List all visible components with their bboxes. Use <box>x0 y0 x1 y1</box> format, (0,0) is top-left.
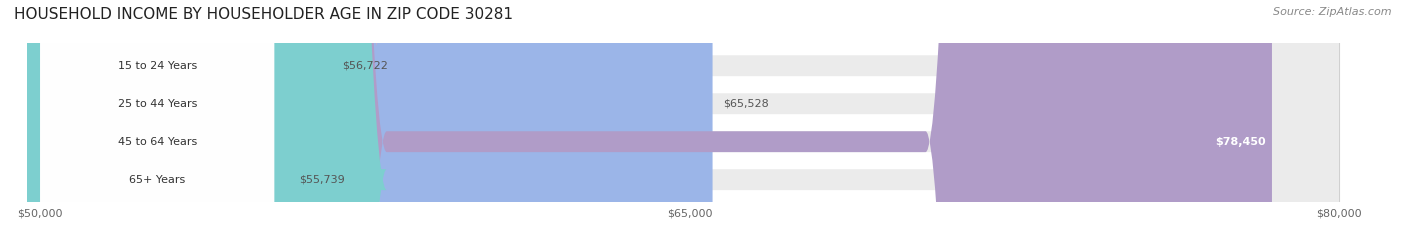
FancyBboxPatch shape <box>41 0 713 233</box>
FancyBboxPatch shape <box>0 0 387 233</box>
FancyBboxPatch shape <box>41 0 274 233</box>
FancyBboxPatch shape <box>41 0 1339 233</box>
FancyBboxPatch shape <box>41 0 1339 233</box>
FancyBboxPatch shape <box>41 0 1339 233</box>
Text: $65,528: $65,528 <box>723 99 769 109</box>
Text: $55,739: $55,739 <box>299 175 344 185</box>
Text: Source: ZipAtlas.com: Source: ZipAtlas.com <box>1274 7 1392 17</box>
Text: 15 to 24 Years: 15 to 24 Years <box>118 61 197 71</box>
Text: $78,450: $78,450 <box>1215 137 1265 147</box>
Text: 45 to 64 Years: 45 to 64 Years <box>118 137 197 147</box>
Text: 25 to 44 Years: 25 to 44 Years <box>118 99 197 109</box>
FancyBboxPatch shape <box>41 0 1339 233</box>
FancyBboxPatch shape <box>41 0 1272 233</box>
Text: $56,722: $56,722 <box>342 61 388 71</box>
FancyBboxPatch shape <box>41 0 274 233</box>
Text: HOUSEHOLD INCOME BY HOUSEHOLDER AGE IN ZIP CODE 30281: HOUSEHOLD INCOME BY HOUSEHOLDER AGE IN Z… <box>14 7 513 22</box>
FancyBboxPatch shape <box>41 0 274 233</box>
FancyBboxPatch shape <box>41 0 274 233</box>
Text: 65+ Years: 65+ Years <box>129 175 186 185</box>
FancyBboxPatch shape <box>0 0 387 233</box>
